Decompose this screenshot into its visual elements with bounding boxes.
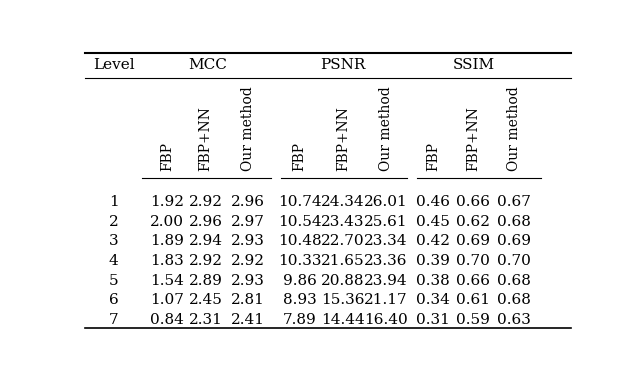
- Text: Our method: Our method: [241, 87, 255, 171]
- Text: 15.36: 15.36: [321, 293, 365, 307]
- Text: 1.83: 1.83: [150, 254, 184, 268]
- Text: 6: 6: [109, 293, 118, 307]
- Text: 0.68: 0.68: [497, 215, 531, 229]
- Text: 0.69: 0.69: [497, 235, 531, 248]
- Text: 0.66: 0.66: [456, 195, 490, 209]
- Text: 9.86: 9.86: [283, 273, 317, 288]
- Text: 1.54: 1.54: [150, 273, 184, 288]
- Text: 3: 3: [109, 235, 118, 248]
- Text: 2.97: 2.97: [230, 215, 264, 229]
- Text: 4: 4: [109, 254, 118, 268]
- Text: 1.89: 1.89: [150, 235, 184, 248]
- Text: 2: 2: [109, 215, 118, 229]
- Text: 16.40: 16.40: [364, 313, 408, 327]
- Text: 0.67: 0.67: [497, 195, 531, 209]
- Text: Our method: Our method: [506, 87, 520, 171]
- Text: 2.92: 2.92: [230, 254, 265, 268]
- Text: 2.96: 2.96: [189, 215, 223, 229]
- Text: 14.44: 14.44: [321, 313, 365, 327]
- Text: 10.54: 10.54: [278, 215, 321, 229]
- Text: 10.74: 10.74: [278, 195, 321, 209]
- Text: 23.43: 23.43: [321, 215, 365, 229]
- Text: 0.34: 0.34: [416, 293, 450, 307]
- Text: 2.41: 2.41: [230, 313, 265, 327]
- Text: 5: 5: [109, 273, 118, 288]
- Text: 0.62: 0.62: [456, 215, 490, 229]
- Text: 2.92: 2.92: [189, 195, 223, 209]
- Text: 0.46: 0.46: [416, 195, 450, 209]
- Text: 24.34: 24.34: [321, 195, 365, 209]
- Text: 1.92: 1.92: [150, 195, 184, 209]
- Text: 0.68: 0.68: [497, 293, 531, 307]
- Text: 0.70: 0.70: [497, 254, 531, 268]
- Text: 0.68: 0.68: [497, 273, 531, 288]
- Text: 2.93: 2.93: [230, 273, 264, 288]
- Text: PSNR: PSNR: [320, 59, 365, 72]
- Text: 21.65: 21.65: [321, 254, 365, 268]
- Text: 2.45: 2.45: [189, 293, 223, 307]
- Text: FBP+NN: FBP+NN: [336, 106, 350, 171]
- Text: 2.93: 2.93: [230, 235, 264, 248]
- Text: 0.66: 0.66: [456, 273, 490, 288]
- Text: 2.89: 2.89: [189, 273, 223, 288]
- Text: 0.42: 0.42: [416, 235, 450, 248]
- Text: 2.94: 2.94: [189, 235, 223, 248]
- Text: 0.61: 0.61: [456, 293, 490, 307]
- Text: 21.17: 21.17: [364, 293, 408, 307]
- Text: 0.31: 0.31: [416, 313, 450, 327]
- Text: 0.45: 0.45: [416, 215, 450, 229]
- Text: 2.92: 2.92: [189, 254, 223, 268]
- Text: FBP+NN: FBP+NN: [198, 106, 212, 171]
- Text: SSIM: SSIM: [452, 59, 494, 72]
- Text: 2.31: 2.31: [189, 313, 223, 327]
- Text: Level: Level: [93, 59, 134, 72]
- Text: Our method: Our method: [379, 87, 393, 171]
- Text: FBP: FBP: [292, 142, 307, 171]
- Text: 2.96: 2.96: [230, 195, 265, 209]
- Text: 0.38: 0.38: [416, 273, 450, 288]
- Text: 23.36: 23.36: [364, 254, 408, 268]
- Text: 0.69: 0.69: [456, 235, 490, 248]
- Text: 8.93: 8.93: [283, 293, 317, 307]
- Text: 10.33: 10.33: [278, 254, 321, 268]
- Text: 1.07: 1.07: [150, 293, 184, 307]
- Text: 23.94: 23.94: [364, 273, 408, 288]
- Text: 0.59: 0.59: [456, 313, 490, 327]
- Text: 10.48: 10.48: [278, 235, 321, 248]
- Text: 2.81: 2.81: [230, 293, 264, 307]
- Text: 7.89: 7.89: [283, 313, 317, 327]
- Text: 0.63: 0.63: [497, 313, 531, 327]
- Text: MCC: MCC: [188, 59, 227, 72]
- Text: 26.01: 26.01: [364, 195, 408, 209]
- Text: 0.39: 0.39: [416, 254, 450, 268]
- Text: 23.34: 23.34: [364, 235, 408, 248]
- Text: 22.70: 22.70: [321, 235, 365, 248]
- Text: 2.00: 2.00: [150, 215, 184, 229]
- Text: 7: 7: [109, 313, 118, 327]
- Text: 0.70: 0.70: [456, 254, 490, 268]
- Text: 25.61: 25.61: [364, 215, 408, 229]
- Text: FBP: FBP: [426, 142, 440, 171]
- Text: 0.84: 0.84: [150, 313, 184, 327]
- Text: FBP+NN: FBP+NN: [467, 106, 481, 171]
- Text: 20.88: 20.88: [321, 273, 365, 288]
- Text: FBP: FBP: [160, 142, 174, 171]
- Text: 1: 1: [109, 195, 118, 209]
